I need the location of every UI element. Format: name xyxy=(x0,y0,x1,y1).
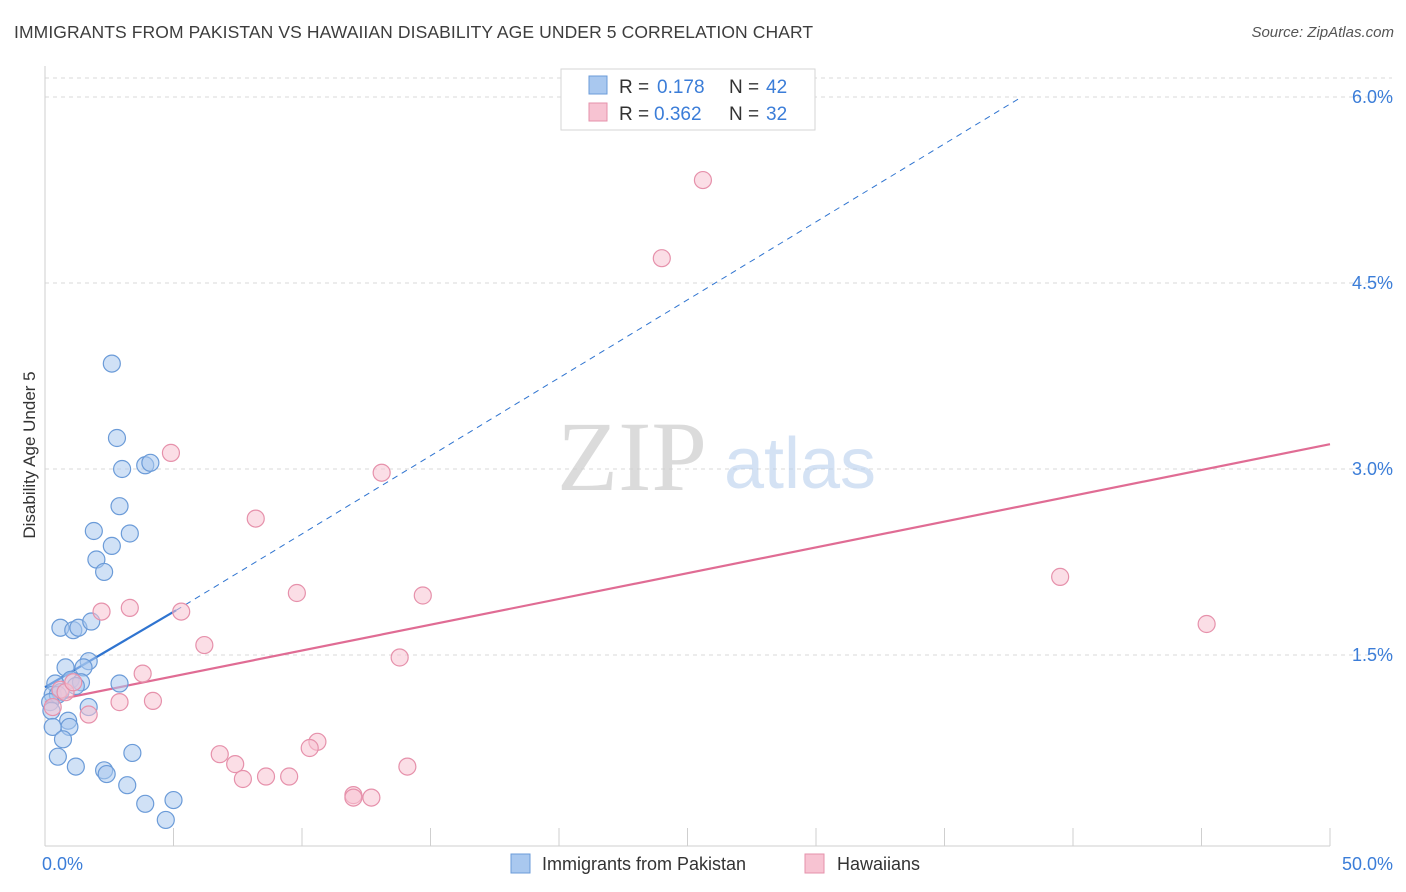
point-hawaiians xyxy=(133,664,152,683)
point-hawaiians xyxy=(693,170,713,190)
point-hawaiians xyxy=(652,249,671,268)
point-hawaiians xyxy=(372,463,391,482)
point-hawaiians xyxy=(64,673,83,692)
chart-title: IMMIGRANTS FROM PAKISTAN VS HAWAIIAN DIS… xyxy=(14,22,814,42)
point-pakistan xyxy=(164,790,183,810)
point-pakistan xyxy=(120,524,139,543)
point-pakistan xyxy=(74,658,93,677)
legend-n-value: 32 xyxy=(766,104,787,125)
source-label: Source: ZipAtlas.com xyxy=(1251,24,1394,41)
point-pakistan xyxy=(110,497,129,516)
point-hawaiians xyxy=(413,586,432,605)
trend-line-pakistan xyxy=(175,96,1022,611)
watermark-zip: ZIP xyxy=(557,401,707,512)
point-hawaiians xyxy=(43,697,62,717)
point-pakistan xyxy=(97,764,116,784)
point-hawaiians xyxy=(210,745,229,764)
point-hawaiians xyxy=(226,755,245,774)
legend-r-label: R = xyxy=(619,77,649,98)
point-pakistan xyxy=(102,536,121,555)
point-pakistan xyxy=(102,354,121,373)
point-pakistan xyxy=(66,757,85,776)
point-pakistan xyxy=(156,810,175,830)
y-axis-label: Disability Age Under 5 xyxy=(20,371,39,538)
y-tick-label: 6.0% xyxy=(1352,87,1393,107)
data-points xyxy=(41,170,1216,830)
point-hawaiians xyxy=(300,738,319,758)
point-hawaiians xyxy=(1051,567,1070,586)
point-pakistan xyxy=(110,674,129,693)
y-tick-label: 1.5% xyxy=(1352,645,1393,665)
x-tick-label: 0.0% xyxy=(42,854,83,874)
point-hawaiians xyxy=(344,788,363,807)
point-pakistan xyxy=(136,794,155,813)
watermark-atlas: atlas xyxy=(724,424,876,504)
x-tick-label: 50.0% xyxy=(1342,854,1393,874)
point-pakistan xyxy=(43,717,62,737)
point-hawaiians xyxy=(398,757,417,776)
correlation-legend: R = 0.178 N = 42 R = 0.362 N = 32 xyxy=(560,68,816,131)
legend-r-value: 0.362 xyxy=(654,104,702,125)
point-pakistan xyxy=(107,428,127,448)
point-pakistan xyxy=(123,743,142,763)
point-pakistan xyxy=(84,521,103,541)
trend-lines xyxy=(44,96,1331,704)
legend-swatch-pakistan xyxy=(510,853,531,874)
point-hawaiians xyxy=(195,635,214,655)
point-hawaiians xyxy=(280,767,299,786)
legend-n-label: N = xyxy=(729,104,759,125)
tick-labels: 1.5% 3.0% 4.5% 6.0% 0.0% 50.0% xyxy=(42,87,1393,874)
legend-n-value: 42 xyxy=(766,77,787,98)
legend-swatch-blue xyxy=(588,75,608,95)
point-hawaiians xyxy=(79,705,98,724)
point-hawaiians xyxy=(1197,614,1216,634)
point-hawaiians xyxy=(362,788,381,807)
trend-line-hawaiians xyxy=(44,443,1331,704)
point-hawaiians xyxy=(143,691,163,710)
point-hawaiians xyxy=(120,598,139,617)
legend-label-hawaiians: Hawaiians xyxy=(837,854,920,874)
point-pakistan xyxy=(48,747,67,766)
point-hawaiians xyxy=(256,767,276,786)
point-pakistan xyxy=(118,776,137,795)
legend-swatch-pink xyxy=(588,102,608,122)
point-hawaiians xyxy=(390,648,409,667)
point-pakistan xyxy=(53,730,73,749)
legend-swatch-hawaiians xyxy=(804,853,825,874)
y-tick-label: 4.5% xyxy=(1352,273,1393,293)
legend-label-pakistan: Immigrants from Pakistan xyxy=(542,854,746,874)
point-hawaiians xyxy=(92,602,111,621)
point-hawaiians xyxy=(172,602,191,621)
legend-r-value: 0.178 xyxy=(657,77,705,98)
point-hawaiians xyxy=(246,509,265,528)
point-hawaiians xyxy=(161,443,181,462)
point-hawaiians xyxy=(233,769,252,789)
point-hawaiians xyxy=(110,693,129,712)
y-tick-label: 3.0% xyxy=(1352,459,1393,479)
series-legend: Immigrants from Pakistan Hawaiians xyxy=(510,853,920,874)
point-hawaiians xyxy=(287,583,306,603)
grid-lines xyxy=(45,77,1392,656)
point-pakistan xyxy=(141,453,160,472)
legend-r-label: R = xyxy=(619,104,649,125)
legend-n-label: N = xyxy=(729,77,759,98)
point-pakistan xyxy=(95,562,114,582)
point-pakistan xyxy=(112,459,132,479)
